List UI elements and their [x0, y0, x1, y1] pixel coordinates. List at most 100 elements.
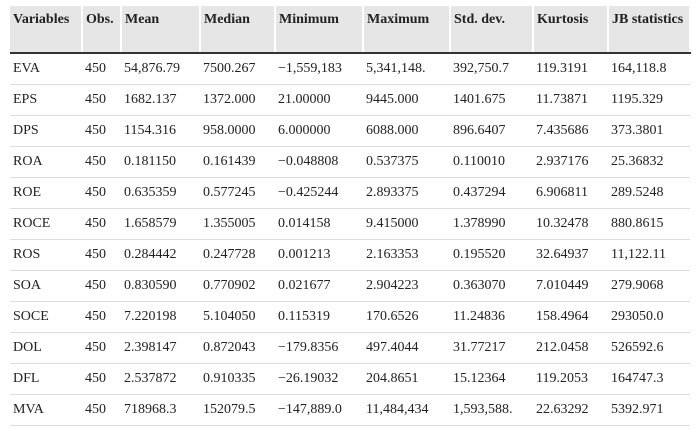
table-cell: ROE — [10, 177, 82, 209]
table-cell: 373.3801 — [608, 115, 690, 147]
table-cell: 11.73871 — [533, 84, 608, 116]
table-cell: 164747.3 — [608, 363, 690, 395]
table-cell: 1401.675 — [450, 84, 533, 116]
table-cell: 7500.267 — [200, 53, 275, 85]
table-cell: SOA — [10, 270, 82, 302]
table-cell: 2.163353 — [363, 239, 450, 271]
table-cell: 204.8651 — [363, 363, 450, 395]
table-cell: 7.010449 — [533, 270, 608, 302]
table-cell: 450 — [82, 394, 121, 426]
table-cell: −0.425244 — [275, 177, 363, 209]
table-cell: 2.937176 — [533, 146, 608, 178]
table-row: SOCE 450 7.220198 5.104050 0.115319 170.6526 1… — [10, 301, 690, 333]
table-cell: SOCE — [10, 301, 82, 333]
table-row: ROE 450 0.635359 0.577245 −0.425244 2.893375 0… — [10, 177, 690, 209]
table-cell: 2.904223 — [363, 270, 450, 302]
table-cell: 289.5248 — [608, 177, 690, 209]
table-cell: 5,341,148. — [363, 53, 450, 85]
table-cell: 450 — [82, 270, 121, 302]
table-cell: 9445.000 — [363, 84, 450, 116]
column-header: Minimum — [275, 6, 364, 54]
table-cell: 0.001213 — [275, 239, 363, 271]
table-cell: 152079.5 — [200, 394, 275, 426]
table-row: DPS 450 1154.316 958.0000 6.000000 6088.000 89… — [10, 115, 690, 147]
table-cell: 450 — [82, 363, 121, 395]
table-cell: 11,484,434 — [363, 394, 450, 426]
column-header: Maximum — [363, 6, 451, 54]
table-cell: 6088.000 — [363, 115, 450, 147]
table-cell: EPS — [10, 84, 82, 116]
table-cell: 2.537872 — [121, 363, 200, 395]
table-cell: 896.6407 — [450, 115, 533, 147]
table-cell: 0.014158 — [275, 208, 363, 240]
table-cell: 880.8615 — [608, 208, 690, 240]
table-cell: 7.220198 — [121, 301, 200, 333]
table-cell: 293050.0 — [608, 301, 690, 333]
table-cell: 1.378990 — [450, 208, 533, 240]
table-cell: −1,559,183 — [275, 53, 363, 85]
column-header: Std. dev. — [450, 6, 534, 54]
data-table: Variables Obs. Mean Median Minimum Maximum Std… — [10, 6, 691, 426]
table-cell: 22.63292 — [533, 394, 608, 426]
table-cell: 0.910335 — [200, 363, 275, 395]
table-cell: 1.355005 — [200, 208, 275, 240]
table-cell: 0.161439 — [200, 146, 275, 178]
header-row: Variables Obs. Mean Median Minimum Maximum Std… — [10, 6, 691, 54]
table-row: DOL 450 2.398147 0.872043 −179.8356 497.4044 3… — [10, 332, 690, 364]
table-row: ROA 450 0.181150 0.161439 −0.048808 0.537375 0… — [10, 146, 690, 178]
table-cell: ROA — [10, 146, 82, 178]
table-cell: 1195.329 — [608, 84, 690, 116]
table-cell: 0.247728 — [200, 239, 275, 271]
column-header: Variables — [10, 6, 83, 54]
table-cell: 0.110010 — [450, 146, 533, 178]
table-row: EVA 450 54,876.79 7500.267 −1,559,183 5,341,1… — [10, 53, 690, 85]
table-cell: 0.437294 — [450, 177, 533, 209]
table-cell: 158.4964 — [533, 301, 608, 333]
table-cell: DOL — [10, 332, 82, 364]
table-cell: 0.537375 — [363, 146, 450, 178]
column-header: Obs. — [82, 6, 122, 54]
table-cell: 5.104050 — [200, 301, 275, 333]
table-cell: 450 — [82, 177, 121, 209]
table-cell: 450 — [82, 115, 121, 147]
table-cell: 54,876.79 — [121, 53, 200, 85]
column-header: JB statistics — [608, 6, 691, 54]
table-cell: 450 — [82, 301, 121, 333]
table-cell: 21.00000 — [275, 84, 363, 116]
table-cell: ROS — [10, 239, 82, 271]
table-cell: MVA — [10, 394, 82, 426]
table-row: MVA 450 718968.3 152079.5 −147,889.0 11,484,4… — [10, 394, 690, 426]
table-cell: 119.3191 — [533, 53, 608, 85]
table-cell: 1,593,588. — [450, 394, 533, 426]
table-row: EPS 450 1682.137 1372.000 21.00000 9445.000 14… — [10, 84, 690, 116]
table-cell: 279.9068 — [608, 270, 690, 302]
column-header: Kurtosis — [533, 6, 609, 54]
table-cell: 119.2053 — [533, 363, 608, 395]
table-body: EVA 450 54,876.79 7500.267 −1,559,183 5,341,1… — [10, 53, 690, 426]
table-cell: 6.906811 — [533, 177, 608, 209]
table-cell: 450 — [82, 208, 121, 240]
column-header: Mean — [121, 6, 201, 54]
table-cell: 450 — [82, 332, 121, 364]
table-cell: 32.64937 — [533, 239, 608, 271]
table-cell: 6.000000 — [275, 115, 363, 147]
table-cell: 2.893375 — [363, 177, 450, 209]
table-row: SOA 450 0.830590 0.770902 0.021677 2.904223 0.… — [10, 270, 690, 302]
table-cell: ROCE — [10, 208, 82, 240]
table-cell: 718968.3 — [121, 394, 200, 426]
table-cell: 7.435686 — [533, 115, 608, 147]
table-cell: EVA — [10, 53, 82, 85]
table-row: DFL 450 2.537872 0.910335 −26.19032 204.8651 1… — [10, 363, 690, 395]
table-cell: 11,122.11 — [608, 239, 690, 271]
table-cell: 450 — [82, 146, 121, 178]
table-cell: 1154.316 — [121, 115, 200, 147]
table-row: ROS 450 0.284442 0.247728 0.001213 2.163353 0.… — [10, 239, 690, 271]
table-cell: 392,750.7 — [450, 53, 533, 85]
table-cell: −179.8356 — [275, 332, 363, 364]
table-cell: 0.021677 — [275, 270, 363, 302]
table-cell: 1372.000 — [200, 84, 275, 116]
table-cell: DFL — [10, 363, 82, 395]
table-cell: 0.770902 — [200, 270, 275, 302]
table-cell: 9.415000 — [363, 208, 450, 240]
table-cell: 170.6526 — [363, 301, 450, 333]
